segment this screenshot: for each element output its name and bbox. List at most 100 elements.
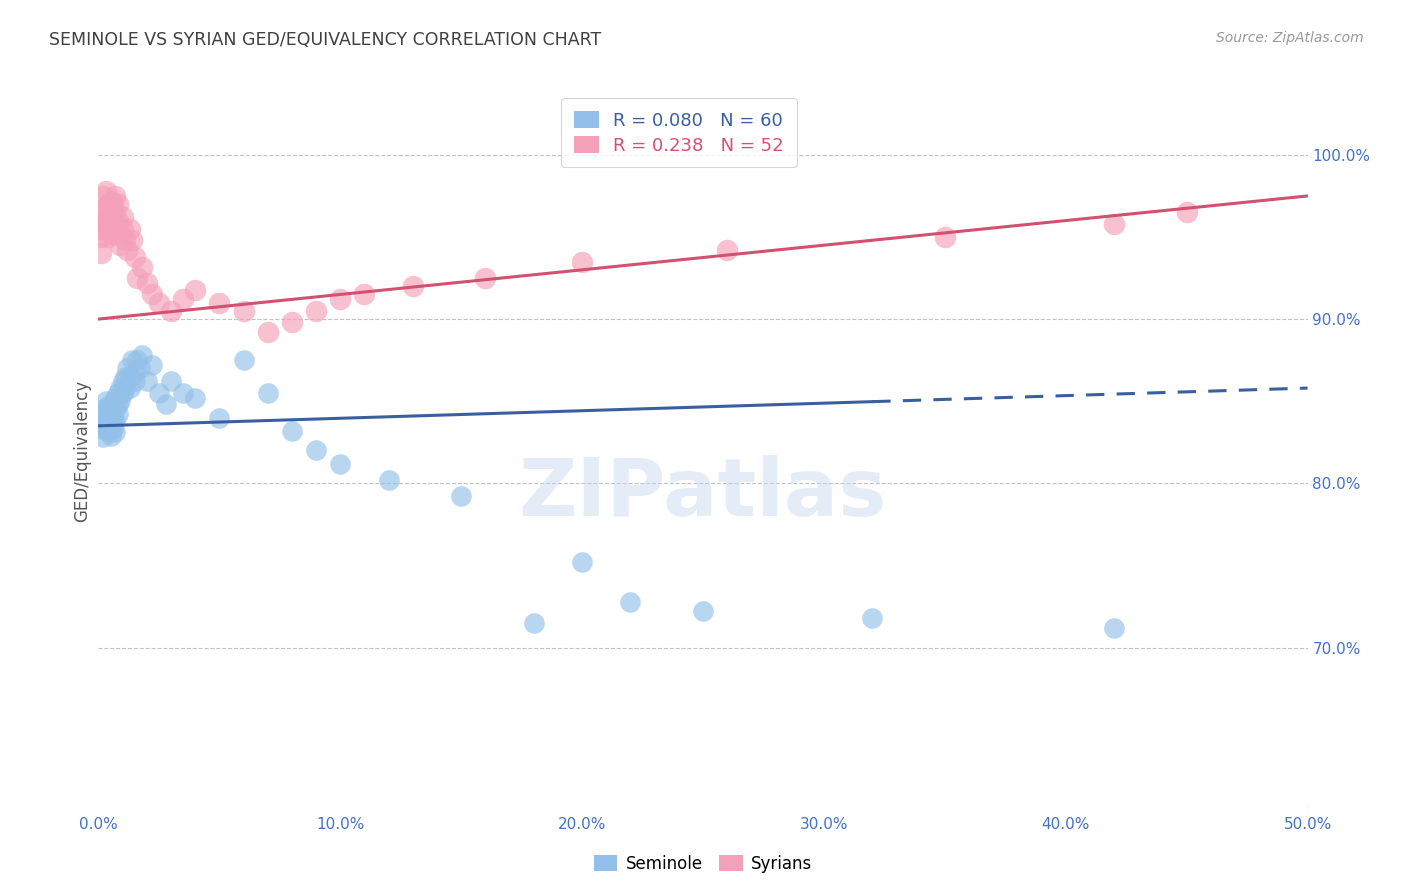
Point xyxy=(402,279,425,293)
Point xyxy=(97,213,120,227)
Point xyxy=(184,283,207,297)
Point xyxy=(281,424,304,438)
Point xyxy=(141,287,163,301)
Legend: R = 0.080   N = 60, R = 0.238   N = 52: R = 0.080 N = 60, R = 0.238 N = 52 xyxy=(561,98,797,168)
Point xyxy=(97,399,120,413)
Point xyxy=(104,205,127,219)
Point xyxy=(94,418,117,433)
Point xyxy=(172,293,194,307)
Point xyxy=(94,217,117,231)
Point xyxy=(131,348,153,362)
Point xyxy=(128,361,150,376)
Point xyxy=(107,386,129,401)
Point xyxy=(934,230,956,244)
Point xyxy=(329,457,352,471)
Point xyxy=(91,430,114,444)
Point xyxy=(172,386,194,401)
Point xyxy=(118,221,141,235)
Point xyxy=(97,412,120,426)
Point xyxy=(117,361,139,376)
Point xyxy=(281,315,304,329)
Point xyxy=(91,189,114,203)
Point xyxy=(118,369,141,384)
Point xyxy=(100,406,122,420)
Point xyxy=(97,197,120,211)
Point xyxy=(90,246,112,260)
Point xyxy=(104,414,127,428)
Point xyxy=(104,402,127,417)
Point xyxy=(1102,217,1125,231)
Point xyxy=(860,611,883,625)
Point xyxy=(523,615,546,630)
Point xyxy=(104,189,127,203)
Point xyxy=(90,414,112,428)
Point xyxy=(619,594,641,608)
Point xyxy=(232,304,254,318)
Point xyxy=(111,221,134,235)
Text: SEMINOLE VS SYRIAN GED/EQUIVALENCY CORRELATION CHART: SEMINOLE VS SYRIAN GED/EQUIVALENCY CORRE… xyxy=(49,31,602,49)
Point xyxy=(90,422,112,436)
Point xyxy=(353,287,375,301)
Point xyxy=(232,353,254,368)
Point xyxy=(104,425,127,440)
Point xyxy=(91,221,114,235)
Point xyxy=(121,353,143,368)
Point xyxy=(91,205,114,219)
Point xyxy=(91,402,114,417)
Point xyxy=(108,381,131,395)
Y-axis label: GED/Equivalency: GED/Equivalency xyxy=(73,379,91,522)
Point xyxy=(111,386,134,401)
Point xyxy=(97,230,120,244)
Point xyxy=(101,217,124,231)
Point xyxy=(118,381,141,395)
Point xyxy=(474,271,496,285)
Point xyxy=(114,381,136,395)
Point xyxy=(90,230,112,244)
Point xyxy=(184,391,207,405)
Point xyxy=(101,422,124,436)
Point xyxy=(329,293,352,307)
Point xyxy=(107,408,129,422)
Point xyxy=(107,197,129,211)
Point xyxy=(94,184,117,198)
Point xyxy=(94,201,117,215)
Point xyxy=(256,386,278,401)
Text: Source: ZipAtlas.com: Source: ZipAtlas.com xyxy=(1216,31,1364,45)
Point xyxy=(692,604,714,618)
Point xyxy=(114,369,136,384)
Point xyxy=(124,365,146,379)
Point xyxy=(108,238,131,252)
Point xyxy=(160,304,183,318)
Point xyxy=(111,211,134,225)
Legend: Seminole, Syrians: Seminole, Syrians xyxy=(588,848,818,880)
Point xyxy=(111,375,134,389)
Point xyxy=(107,213,129,227)
Point xyxy=(148,295,170,310)
Point xyxy=(1102,621,1125,635)
Point xyxy=(450,490,472,504)
Point xyxy=(141,358,163,372)
Point xyxy=(101,410,124,425)
Point xyxy=(121,233,143,247)
Point xyxy=(108,394,131,409)
Point xyxy=(90,213,112,227)
Point xyxy=(101,397,124,411)
Point xyxy=(104,391,127,405)
Point xyxy=(97,424,120,438)
Point xyxy=(114,233,136,247)
Point xyxy=(94,394,117,409)
Point xyxy=(571,254,593,268)
Point xyxy=(124,375,146,389)
Point xyxy=(127,271,149,285)
Text: ZIPatlas: ZIPatlas xyxy=(519,455,887,533)
Point xyxy=(305,443,328,458)
Point xyxy=(155,397,177,411)
Point xyxy=(131,260,153,274)
Point xyxy=(208,410,231,425)
Point xyxy=(208,295,231,310)
Point xyxy=(107,397,129,411)
Point xyxy=(117,243,139,257)
Point xyxy=(1175,205,1198,219)
Point xyxy=(135,375,157,389)
Point xyxy=(571,555,593,569)
